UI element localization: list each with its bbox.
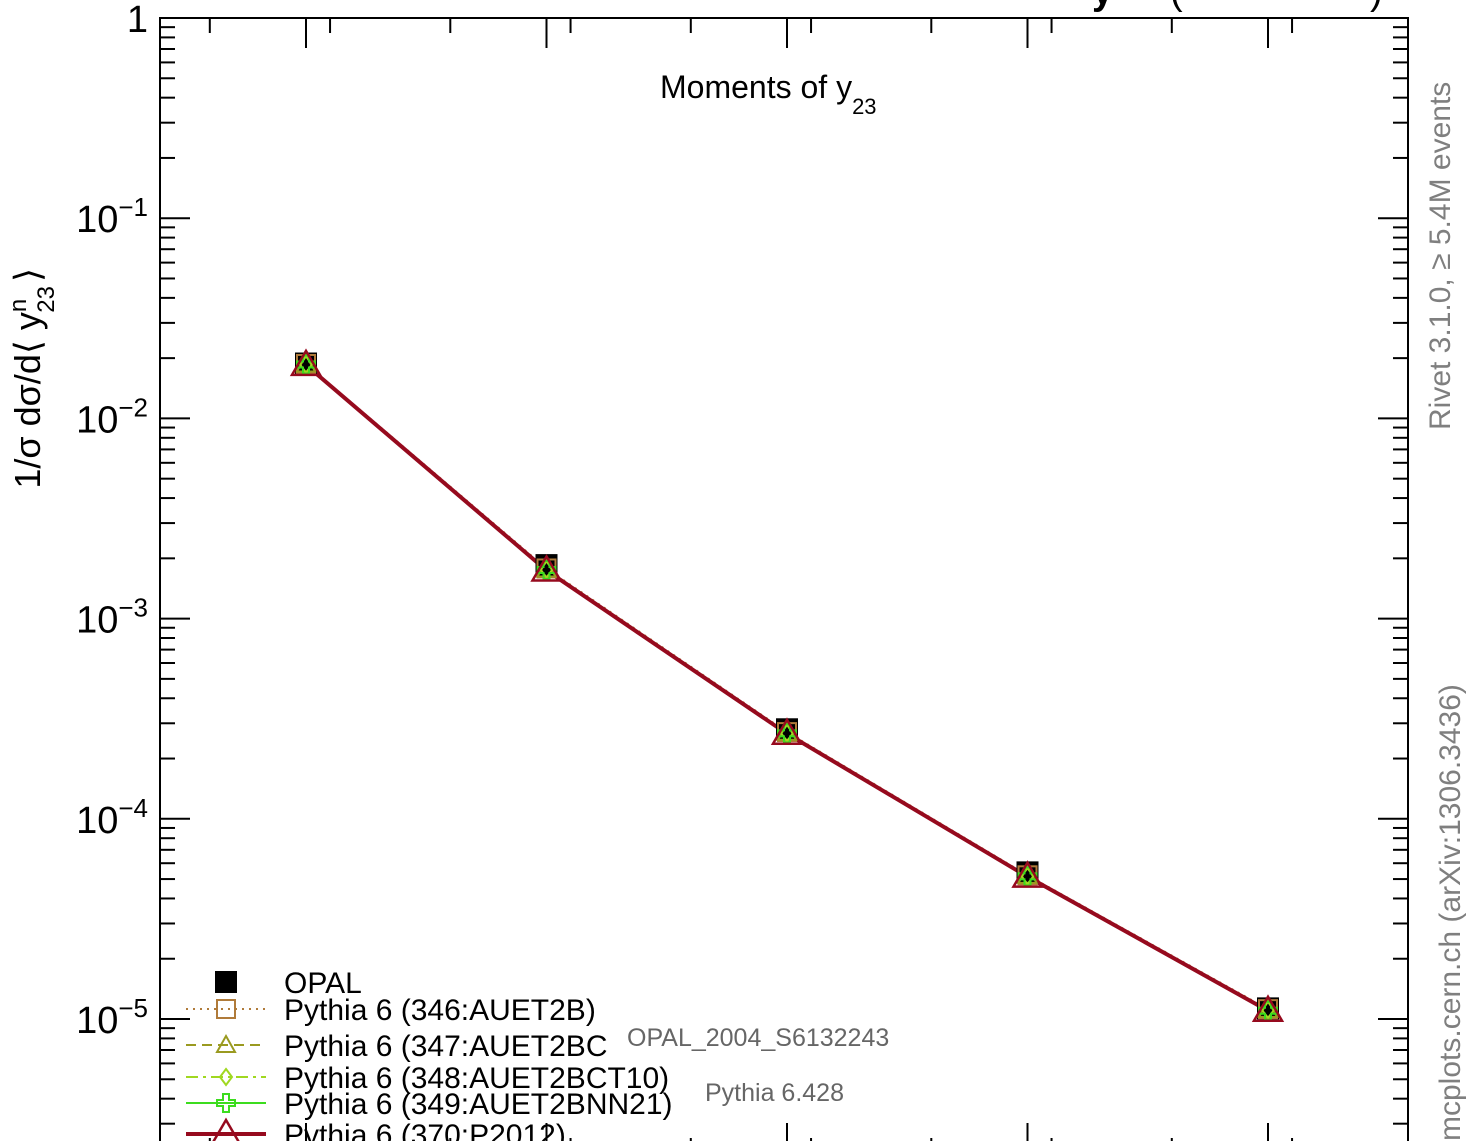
y-label-sup: n bbox=[5, 299, 32, 312]
plot-frame bbox=[159, 17, 1409, 1141]
svg-text:Moments of y23: Moments of y23 bbox=[660, 69, 877, 119]
series-lines bbox=[304, 363, 1269, 1013]
y-label-close: ⟩ bbox=[7, 268, 48, 282]
series-line bbox=[304, 363, 1269, 1013]
plot-title: Moments of y23 bbox=[660, 69, 877, 119]
svg-text:1/σ dσ/d⟨ yn23⟩: 1/σ dσ/d⟨ yn23 ⟩ bbox=[5, 268, 60, 489]
legend-label: Pythia 6 (349:AUET2BNN21) bbox=[284, 1088, 673, 1121]
legend-label: OPAL bbox=[284, 967, 362, 1000]
y-tick-label: 10−2 bbox=[76, 392, 148, 441]
plot-title-sub: 23 bbox=[852, 94, 876, 119]
legend-label: Pythia 6 (346:AUET2B) bbox=[284, 994, 596, 1027]
marker-cross bbox=[1017, 866, 1038, 887]
title-fragment: y ( ) bbox=[1092, 0, 1383, 13]
marker-triangle-large bbox=[289, 348, 323, 377]
marker-diamond bbox=[218, 1067, 234, 1087]
marker-cross bbox=[536, 559, 557, 580]
legend-label: Pythia 6 (348:AUET2BCT10) bbox=[284, 1062, 669, 1095]
svg-text:): ) bbox=[1370, 0, 1383, 13]
y-tick-label: 10−5 bbox=[76, 993, 148, 1042]
legend-label: Pythia 6 (370:P2012) bbox=[284, 1119, 566, 1141]
marker-triangle-large bbox=[1011, 860, 1044, 888]
y-tick-label: 10−1 bbox=[76, 192, 148, 241]
marker-triangle-large bbox=[770, 717, 804, 745]
plot-title-main: Moments of y bbox=[660, 69, 852, 105]
marker-square bbox=[216, 999, 236, 1019]
marker-triangle-large bbox=[212, 1117, 240, 1141]
legend-label: Pythia 6 (347:AUET2BC bbox=[284, 1030, 607, 1063]
svg-text:y: y bbox=[1092, 0, 1113, 13]
y-axis-label: 1/σ dσ/d⟨ yn23 ⟩ bbox=[5, 268, 60, 489]
series-line bbox=[305, 363, 1269, 1011]
series-line bbox=[305, 363, 1269, 1011]
y-tick-label: 10−3 bbox=[76, 593, 148, 642]
generator-label: Pythia 6.428 bbox=[705, 1079, 844, 1107]
series-line bbox=[305, 363, 1269, 1011]
y-tick-label: 10−4 bbox=[76, 793, 148, 842]
rivet-label: Rivet 3.1.0, ≥ 5.4M events bbox=[1424, 82, 1457, 430]
marker-cross bbox=[216, 1093, 236, 1113]
marker-cross bbox=[296, 354, 316, 375]
marker-opal bbox=[215, 971, 237, 993]
series-markers bbox=[289, 348, 1285, 1022]
y-label-main: 1/σ dσ/d⟨ y bbox=[7, 312, 48, 489]
series-line bbox=[305, 363, 1269, 1012]
mcplots-label: mcplots.cern.ch (arXiv:1306.3436) bbox=[1434, 684, 1467, 1141]
y-tick-label: 1 bbox=[127, 0, 148, 41]
svg-text:(: ( bbox=[1170, 0, 1183, 13]
marker-triangle-large bbox=[530, 553, 563, 582]
marker-cross bbox=[777, 723, 797, 744]
y-label-sub: 23 bbox=[33, 286, 60, 313]
y-tick-labels: 1 10−1 10−2 10−3 10−4 10−5 bbox=[76, 0, 148, 1042]
marker-triangle-large bbox=[1251, 994, 1285, 1022]
analysis-label: OPAL_2004_S6132243 bbox=[627, 1024, 889, 1052]
marker-triangle bbox=[215, 1033, 237, 1053]
